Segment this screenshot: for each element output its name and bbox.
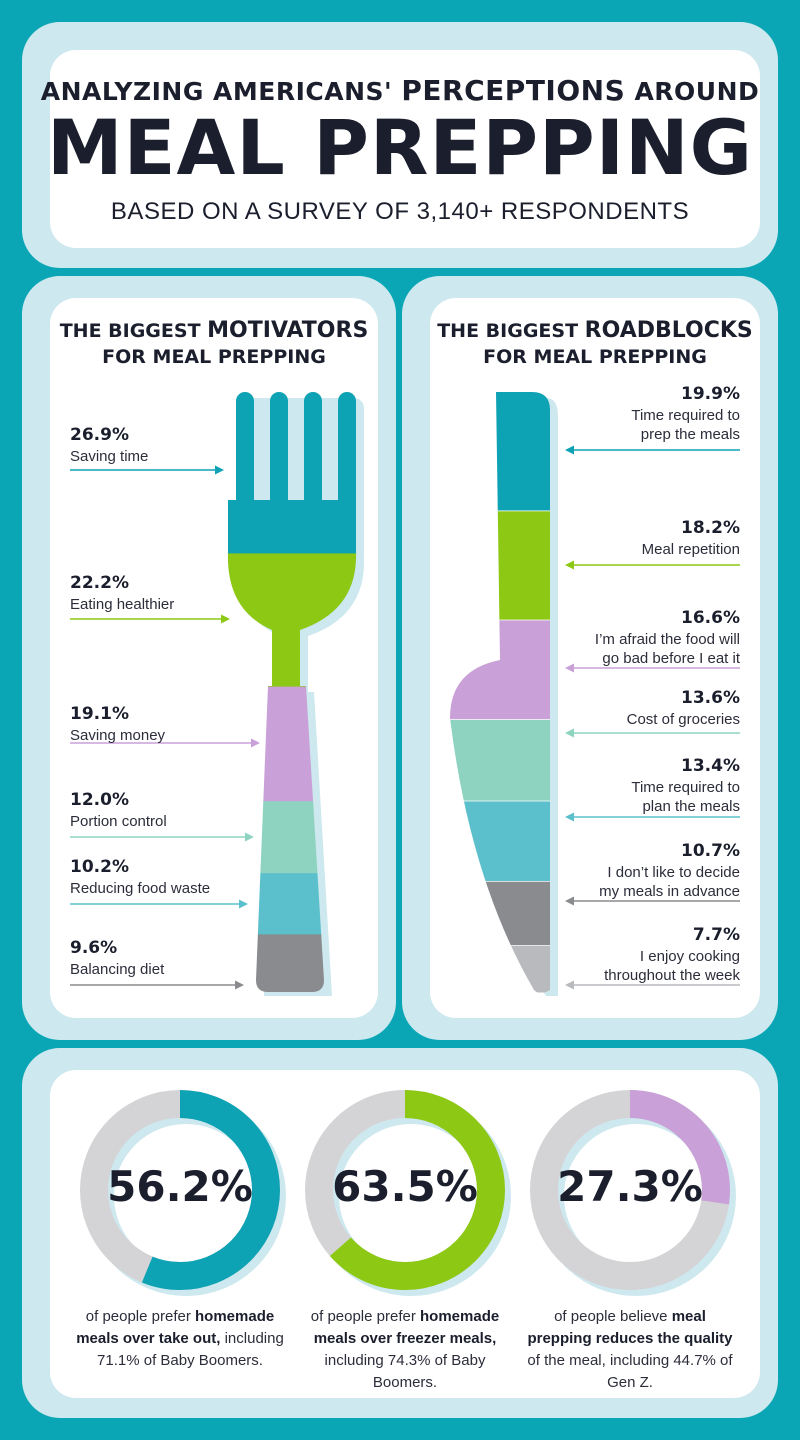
header-kicker: ANALYZING AMERICANS' PERCEPTIONS AROUND bbox=[30, 74, 770, 107]
motivator-value: 26.9% bbox=[70, 425, 129, 445]
roadblock-label: my meals in advance bbox=[599, 883, 740, 900]
donut-caption: of people prefer homemade meals over fre… bbox=[295, 1306, 515, 1394]
roadblock-value: 19.9% bbox=[681, 384, 740, 404]
header-kicker-pre: ANALYZING AMERICANS' bbox=[40, 77, 393, 106]
roadblock-value: 13.4% bbox=[681, 756, 740, 776]
roadblock-arrow-head bbox=[565, 728, 574, 738]
motivator-value: 22.2% bbox=[70, 573, 129, 593]
roadblock-label: Meal repetition bbox=[641, 541, 740, 558]
motivator-arrow-head bbox=[239, 899, 248, 909]
roadblocks-title: THE BIGGEST ROADBLOCKS FOR MEAL PREPPING bbox=[430, 318, 760, 370]
roadblock-label: Time required to bbox=[631, 407, 740, 424]
knife-segment-4 bbox=[450, 719, 550, 802]
motivator-label: Balancing diet bbox=[70, 961, 165, 978]
roadblock-label: I don’t like to decide bbox=[607, 864, 740, 881]
roadblocks-title-post: FOR MEAL PREPPING bbox=[483, 346, 707, 368]
roadblock-value: 16.6% bbox=[681, 608, 740, 628]
donut-caption: of people believe meal prepping reduces … bbox=[520, 1306, 740, 1394]
donut-caption-post: including 71.1% of Baby Boomers. bbox=[97, 1330, 284, 1369]
donut-value: 56.2% bbox=[107, 1162, 253, 1211]
donut-arc-1 bbox=[80, 1090, 280, 1290]
motivator-arrow-head bbox=[251, 738, 260, 748]
roadblocks-title-pre: THE BIGGEST bbox=[437, 320, 579, 342]
donut-caption-pre: of people believe bbox=[554, 1308, 672, 1325]
motivator-label: Reducing food waste bbox=[70, 880, 211, 897]
donut-caption-pre: of people prefer bbox=[310, 1308, 421, 1325]
donut-caption-post: of the meal, including 44.7% of Gen Z. bbox=[527, 1352, 733, 1391]
roadblock-label: plan the meals bbox=[642, 798, 740, 815]
roadblock-value: 10.7% bbox=[681, 841, 740, 861]
motivators-title-pre: THE BIGGEST bbox=[59, 320, 201, 342]
roadblock-value: 7.7% bbox=[692, 925, 740, 945]
donut-caption-bold: homemade meals over take out, bbox=[76, 1308, 275, 1347]
motivator-value: 9.6% bbox=[70, 938, 118, 958]
roadblock-label: I enjoy cooking bbox=[639, 948, 740, 965]
donut-caption-post: including 74.3% of Baby Boomers. bbox=[324, 1352, 486, 1391]
motivator-value: 19.1% bbox=[70, 704, 129, 724]
roadblock-label: prep the meals bbox=[640, 426, 740, 443]
roadblock-value: 18.2% bbox=[681, 518, 740, 538]
roadblock-label: I’m afraid the food will bbox=[594, 631, 740, 648]
roadblock-arrow-head bbox=[565, 896, 574, 906]
page-title: MEAL PREPPING bbox=[46, 103, 754, 192]
motivator-label: Eating healthier bbox=[70, 596, 175, 613]
motivator-label: Saving money bbox=[70, 727, 166, 744]
header-kicker-bold: PERCEPTIONS bbox=[401, 74, 626, 107]
roadblock-arrow-head bbox=[565, 812, 574, 822]
roadblock-arrow-head bbox=[565, 980, 574, 990]
donut-caption-pre: of people prefer bbox=[85, 1308, 196, 1325]
motivators-title: THE BIGGEST MOTIVATORS FOR MEAL PREPPING bbox=[50, 318, 378, 370]
roadblock-arrow-head bbox=[565, 445, 574, 455]
motivator-value: 10.2% bbox=[70, 857, 129, 877]
roadblocks-title-bold: ROADBLOCKS bbox=[584, 318, 753, 343]
donut-caption: of people prefer homemade meals over tak… bbox=[70, 1306, 290, 1372]
donut-value: 63.5% bbox=[332, 1162, 478, 1211]
motivator-arrow-head bbox=[215, 465, 224, 475]
donut-caption-bold: meal prepping reduces the quality bbox=[527, 1308, 733, 1347]
roadblock-arrow-head bbox=[565, 560, 574, 570]
donut-rings bbox=[80, 1090, 736, 1296]
header-kicker-post: AROUND bbox=[634, 77, 760, 106]
motivator-arrow-head bbox=[235, 980, 244, 990]
roadblock-arrows bbox=[565, 445, 740, 990]
motivator-value: 12.0% bbox=[70, 790, 129, 810]
roadblock-label: throughout the week bbox=[604, 967, 740, 984]
header-panel bbox=[50, 50, 760, 248]
motivator-label: Portion control bbox=[70, 813, 167, 830]
motivator-label: Saving time bbox=[70, 448, 149, 465]
donut-caption-bold: homemade meals over freezer meals, bbox=[313, 1308, 500, 1347]
motivators-title-post: FOR MEAL PREPPING bbox=[102, 346, 326, 368]
roadblock-label: go bad before I eat it bbox=[602, 650, 740, 667]
roadblock-label: Cost of groceries bbox=[626, 711, 740, 728]
donut-value: 27.3% bbox=[557, 1162, 703, 1211]
donut-arc-2 bbox=[305, 1090, 505, 1290]
page-subtitle: BASED ON A SURVEY OF 3,140+ RESPONDENTS bbox=[110, 198, 690, 225]
motivator-arrow-head bbox=[245, 832, 254, 842]
roadblock-arrow-head bbox=[565, 663, 574, 673]
roadblock-label: Time required to bbox=[631, 779, 740, 796]
donut-arc-3 bbox=[530, 1090, 730, 1290]
motivator-arrows bbox=[70, 465, 260, 990]
donuts-panel bbox=[50, 1070, 760, 1398]
roadblock-value: 13.6% bbox=[681, 688, 740, 708]
motivator-arrow-head bbox=[221, 614, 230, 624]
motivators-title-bold: MOTIVATORS bbox=[207, 318, 369, 343]
